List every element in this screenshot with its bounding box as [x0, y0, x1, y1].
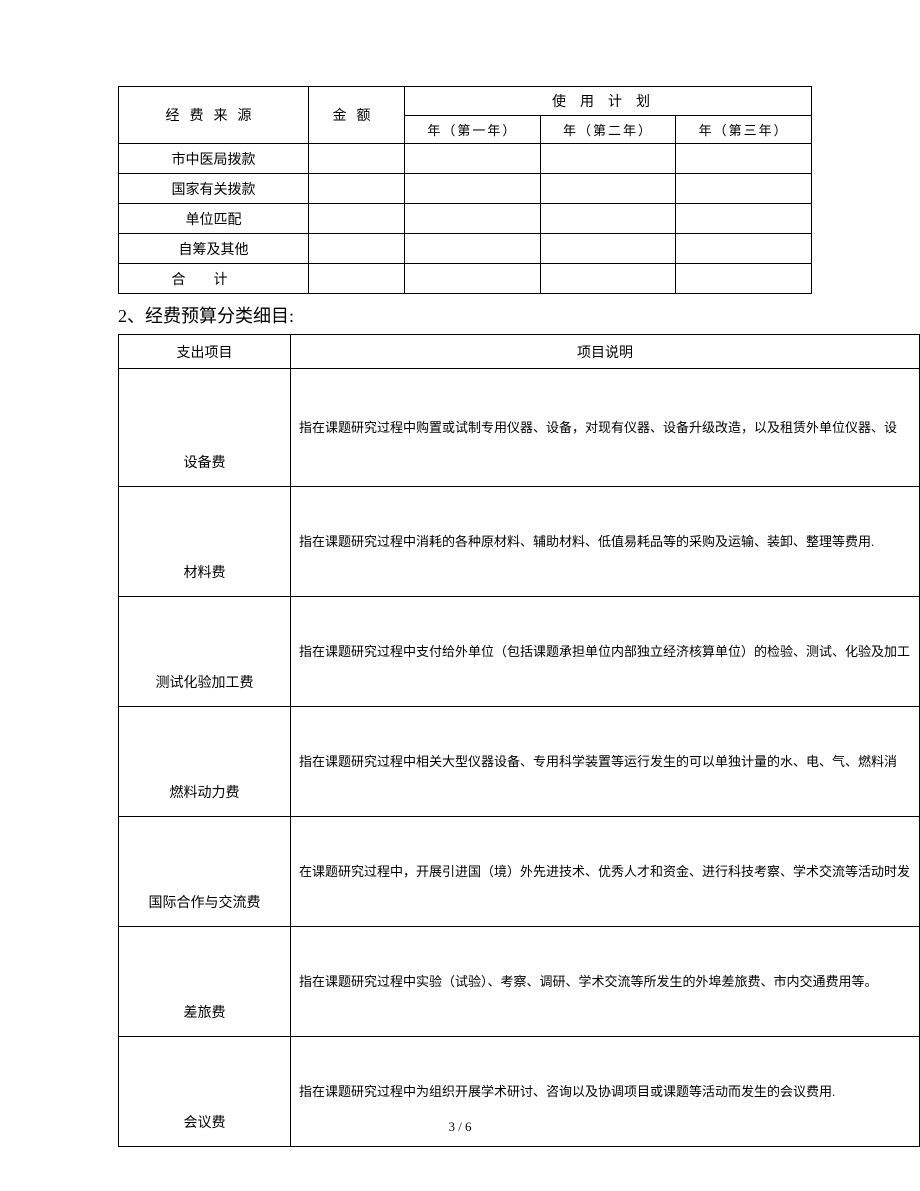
table-row: 设备费 指在课题研究过程中购置或试制专用仪器、设备，对现有仪器、设备升级改造，以… [119, 369, 920, 487]
cell-amount [309, 174, 405, 204]
cell-y3 [676, 234, 812, 264]
item-label: 材料费 [119, 487, 291, 597]
header-amount: 金额 [309, 87, 405, 144]
table-row: 测试化验加工费 指在课题研究过程中支付给外单位（包括课题承担单位内部独立经济核算… [119, 597, 920, 707]
row-label: 单位匹配 [119, 204, 309, 234]
item-label: 差旅费 [119, 927, 291, 1037]
item-desc: 在课题研究过程中，开展引进国（境）外先进技术、优秀人才和资金、进行科技考察、学术… [291, 817, 920, 927]
table-row: 合计 [119, 264, 812, 294]
page-footer: 3 / 6 [0, 1119, 920, 1135]
table-row: 国际合作与交流费 在课题研究过程中，开展引进国（境）外先进技术、优秀人才和资金、… [119, 817, 920, 927]
row-label: 自筹及其他 [119, 234, 309, 264]
section-title: 2、经费预算分类细目: [118, 302, 920, 328]
item-label: 设备费 [119, 369, 291, 487]
table-row: 材料费 指在课题研究过程中消耗的各种原材料、辅助材料、低值易耗品等的采购及运输、… [119, 487, 920, 597]
cell-y2 [540, 144, 676, 174]
table-row: 自筹及其他 [119, 234, 812, 264]
cell-y2 [540, 264, 676, 294]
table-row: 燃料动力费 指在课题研究过程中相关大型仪器设备、专用科学装置等运行发生的可以单独… [119, 707, 920, 817]
header-year1: 年（第一年） [405, 116, 541, 144]
row-label: 国家有关拨款 [119, 174, 309, 204]
item-label: 燃料动力费 [119, 707, 291, 817]
cell-y2 [540, 204, 676, 234]
cell-y3 [676, 144, 812, 174]
cell-y1 [405, 234, 541, 264]
header-item: 支出项目 [119, 335, 291, 369]
item-desc: 指在课题研究过程中消耗的各种原材料、辅助材料、低值易耗品等的采购及运输、装卸、整… [291, 487, 920, 597]
item-desc: 指在课题研究过程中相关大型仪器设备、专用科学装置等运行发生的可以单独计量的水、电… [291, 707, 920, 817]
row-label-total: 合计 [119, 264, 309, 294]
cell-amount [309, 144, 405, 174]
cell-y1 [405, 264, 541, 294]
cell-y1 [405, 204, 541, 234]
table-row: 国家有关拨款 [119, 174, 812, 204]
table-row: 差旅费 指在课题研究过程中实验（试验）、考察、调研、学术交流等所发生的外埠差旅费… [119, 927, 920, 1037]
item-label: 测试化验加工费 [119, 597, 291, 707]
header-desc: 项目说明 [291, 335, 920, 369]
item-desc: 指在课题研究过程中购置或试制专用仪器、设备，对现有仪器、设备升级改造，以及租赁外… [291, 369, 920, 487]
cell-y2 [540, 174, 676, 204]
cell-y3 [676, 264, 812, 294]
item-desc: 指在课题研究过程中支付给外单位（包括课题承担单位内部独立经济核算单位）的检验、测… [291, 597, 920, 707]
cell-y1 [405, 144, 541, 174]
header-source: 经费来源 [119, 87, 309, 144]
item-desc: 指在课题研究过程中实验（试验）、考察、调研、学术交流等所发生的外埠差旅费、市内交… [291, 927, 920, 1037]
cell-amount [309, 264, 405, 294]
cell-amount [309, 234, 405, 264]
table-row: 单位匹配 [119, 204, 812, 234]
page-content: 经费来源 金额 使用计划 年（第一年） 年（第二年） 年（第三年） 市中医局拨款… [0, 0, 920, 1147]
header-plan: 使用计划 [405, 87, 812, 116]
header-year2: 年（第二年） [540, 116, 676, 144]
cell-y3 [676, 174, 812, 204]
cell-y1 [405, 174, 541, 204]
cell-y2 [540, 234, 676, 264]
cell-amount [309, 204, 405, 234]
table-row: 市中医局拨款 [119, 144, 812, 174]
budget-detail-table: 支出项目 项目说明 设备费 指在课题研究过程中购置或试制专用仪器、设备，对现有仪… [118, 334, 920, 1147]
header-year3: 年（第三年） [676, 116, 812, 144]
cell-y3 [676, 204, 812, 234]
funding-sources-table: 经费来源 金额 使用计划 年（第一年） 年（第二年） 年（第三年） 市中医局拨款… [118, 86, 812, 294]
item-label: 国际合作与交流费 [119, 817, 291, 927]
row-label: 市中医局拨款 [119, 144, 309, 174]
